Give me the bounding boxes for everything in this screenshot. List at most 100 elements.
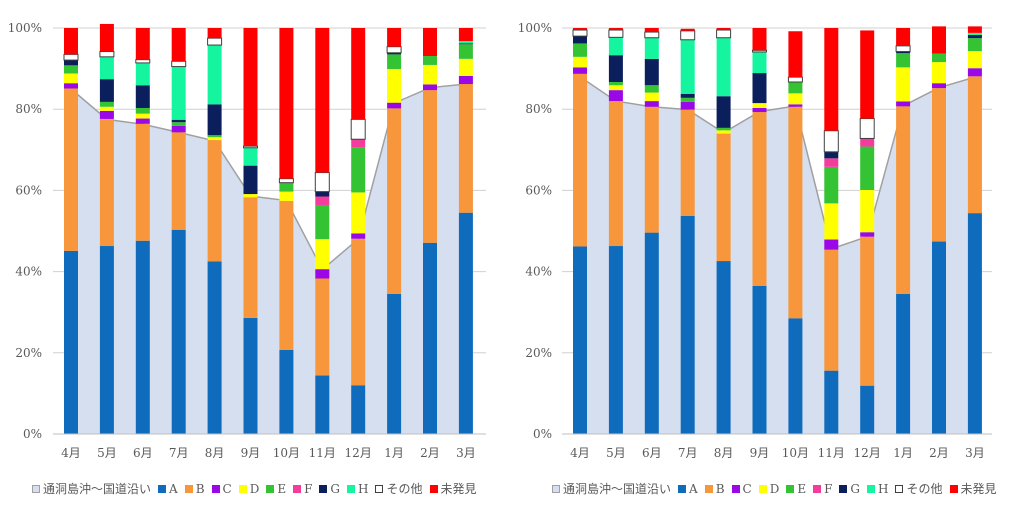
legend-item: その他 bbox=[895, 480, 943, 497]
bar-segment-H-6月 bbox=[135, 62, 150, 86]
bar-segment-D-12月 bbox=[860, 189, 875, 233]
bar-segment-C-1月 bbox=[387, 102, 402, 109]
bar-segment-D-5月 bbox=[99, 106, 114, 111]
bar-segment-B-7月 bbox=[171, 132, 186, 230]
y-tick-label: 20% bbox=[525, 346, 552, 360]
bar-segment-D-8月 bbox=[207, 137, 222, 141]
bar-segment-未発見-7月 bbox=[171, 28, 186, 62]
bar-segment-E-8月 bbox=[207, 135, 222, 138]
bar-segment-D-2月 bbox=[932, 62, 946, 84]
legend-label: C bbox=[222, 481, 232, 496]
x-tick-label: 9月 bbox=[750, 446, 770, 460]
legend-label: E bbox=[797, 481, 807, 496]
bar-segment-A-5月 bbox=[99, 246, 114, 434]
bar-segment-C-3月 bbox=[967, 68, 982, 77]
x-tick-label: 3月 bbox=[965, 446, 985, 460]
bar-segment-未発見-1月 bbox=[896, 28, 911, 46]
legend-item: 通洞島沖～国道沿い bbox=[32, 480, 151, 497]
legend-label: E bbox=[277, 481, 287, 496]
y-tick-label: 40% bbox=[15, 265, 42, 279]
x-tick-label: 8月 bbox=[714, 446, 734, 460]
bar-segment-その他-4月 bbox=[63, 53, 79, 61]
legend-item: 未発見 bbox=[429, 480, 477, 497]
bar-segment-その他-7月 bbox=[680, 30, 696, 41]
legend-item: D bbox=[238, 482, 259, 496]
bar-segment-B-9月 bbox=[752, 112, 767, 286]
bar-segment-A-9月 bbox=[243, 317, 258, 434]
legend-label: A bbox=[689, 481, 698, 496]
bar-segment-C-1月 bbox=[896, 101, 911, 107]
bar-segment-C-9月 bbox=[752, 107, 767, 113]
bar-segment-E-1月 bbox=[896, 53, 911, 68]
bar-segment-H-7月 bbox=[680, 39, 695, 94]
bar-segment-D-1月 bbox=[896, 67, 911, 102]
legend-item: 通洞島沖～国道沿い bbox=[552, 480, 671, 497]
bar-segment-E-2月 bbox=[932, 53, 946, 63]
legend-swatch bbox=[758, 484, 767, 493]
bar-segment-A-4月 bbox=[573, 246, 587, 434]
x-tick-label: 9月 bbox=[241, 446, 261, 460]
chart-left: 0% 20% 40% 60% 80% 100% 4月 5月 6月 7月 8月 9月 10月 11月 12月 1… bbox=[8, 21, 486, 497]
x-tick-label: 4月 bbox=[570, 446, 590, 460]
legend-label: B bbox=[195, 481, 205, 496]
legend-swatch bbox=[293, 484, 302, 493]
bar-segment-D-3月 bbox=[458, 58, 473, 76]
bar-segment-E-6月 bbox=[135, 107, 150, 114]
bar-segment-C-11月 bbox=[824, 239, 839, 250]
bar-segment-A-6月 bbox=[644, 232, 659, 434]
bar-segment-B-8月 bbox=[207, 140, 222, 262]
legend-swatch bbox=[813, 484, 822, 493]
bar-segment-F-12月 bbox=[351, 139, 366, 148]
bar-segment-その他-5月 bbox=[608, 29, 624, 38]
bar-segment-C-5月 bbox=[99, 110, 114, 119]
bar-segment-A-4月 bbox=[64, 250, 78, 434]
bar-segment-B-7月 bbox=[680, 109, 695, 216]
bar-segment-E-5月 bbox=[608, 81, 623, 86]
y-tick-label: 40% bbox=[525, 265, 552, 279]
x-tick-label: 6月 bbox=[642, 446, 662, 460]
bar-segment-H-7月 bbox=[171, 66, 186, 120]
bar-segment-E-1月 bbox=[387, 54, 402, 70]
legend-label: H bbox=[878, 481, 889, 496]
bar-segment-B-9月 bbox=[243, 197, 258, 318]
legend-label: C bbox=[742, 481, 752, 496]
bar-segment-B-4月 bbox=[64, 88, 78, 251]
bar-segment-E-4月 bbox=[573, 43, 587, 57]
bar-segment-その他-1月 bbox=[386, 46, 402, 54]
legend-label: 未発見 bbox=[440, 482, 477, 496]
bar-segment-その他-8月 bbox=[716, 29, 732, 39]
bar-segment-その他-4月 bbox=[572, 29, 588, 37]
legend-item: A bbox=[158, 482, 178, 496]
x-tick-label: 5月 bbox=[606, 446, 626, 460]
bar-segment-D-6月 bbox=[135, 113, 150, 119]
bar-segment-C-12月 bbox=[351, 233, 366, 239]
bar-segment-未発見-8月 bbox=[716, 28, 731, 31]
bar-segment-E-5月 bbox=[99, 101, 114, 107]
bar-segment-C-6月 bbox=[135, 118, 150, 124]
x-tick-label: 10月 bbox=[782, 446, 809, 460]
bar-segment-H-3月 bbox=[967, 32, 982, 35]
bar-segment-G-5月 bbox=[608, 55, 623, 82]
bar-segment-B-10月 bbox=[788, 106, 803, 319]
bar-segment-D-9月 bbox=[243, 194, 258, 198]
bar-segment-その他-1月 bbox=[895, 45, 911, 53]
legend-label: その他 bbox=[386, 482, 423, 496]
bar-segment-D-4月 bbox=[64, 73, 78, 84]
bar-segment-G-11月 bbox=[315, 191, 330, 197]
bar-segment-C-7月 bbox=[171, 125, 186, 133]
bar-segment-E-11月 bbox=[824, 166, 839, 204]
bar-segment-G-5月 bbox=[99, 79, 114, 102]
bar-segment-その他-9月 bbox=[752, 49, 767, 53]
legend-swatch bbox=[552, 484, 560, 493]
bar-segment-A-3月 bbox=[458, 212, 473, 434]
bar-segment-D-8月 bbox=[716, 130, 731, 134]
bar-segment-H-5月 bbox=[99, 56, 114, 80]
bar-segment-A-12月 bbox=[351, 385, 366, 434]
bar-segment-E-12月 bbox=[351, 147, 366, 193]
bar-segment-H-8月 bbox=[716, 37, 731, 97]
x-tick-label: 8月 bbox=[205, 446, 225, 460]
x-tick-label: 1月 bbox=[893, 446, 913, 460]
bar-segment-B-10月 bbox=[279, 200, 294, 350]
bar-segment-未発見-1月 bbox=[387, 28, 402, 47]
bar-segment-未発見-2月 bbox=[932, 26, 946, 54]
